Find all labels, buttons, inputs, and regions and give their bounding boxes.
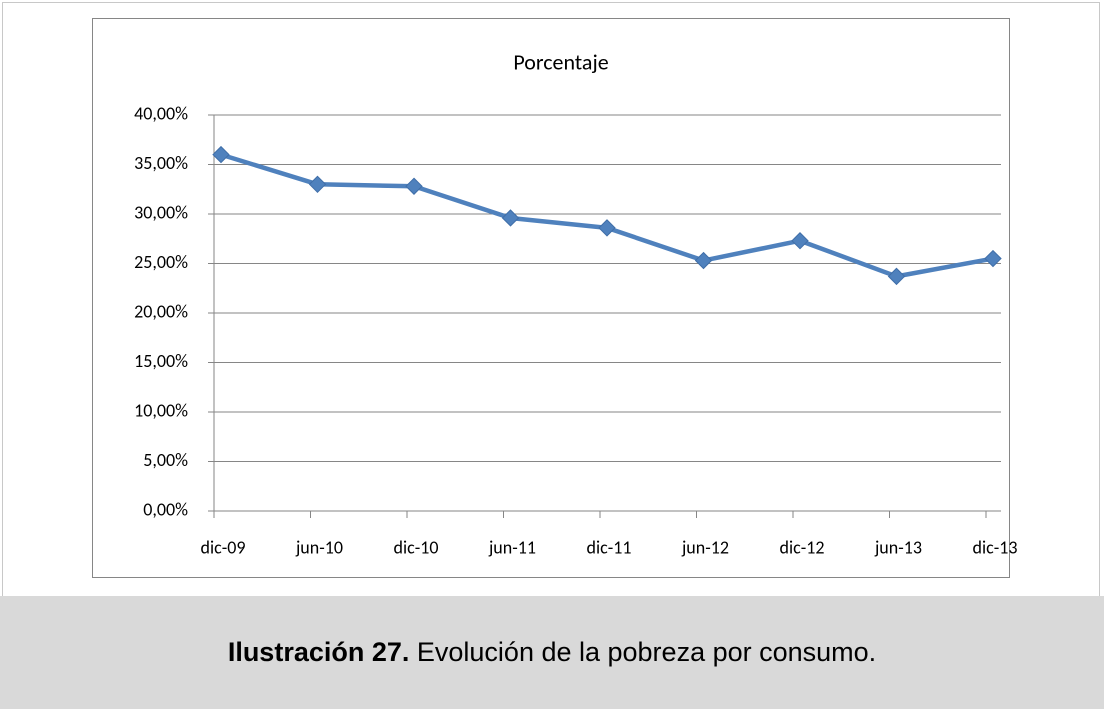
data-marker xyxy=(501,209,520,227)
y-tick-label: 10,00% xyxy=(134,399,188,421)
x-tick-label: jun-10 xyxy=(295,536,343,558)
x-tick-label: dic-11 xyxy=(587,536,632,558)
x-tick-label: jun-12 xyxy=(681,536,729,558)
y-tick-label: 5,00% xyxy=(143,449,188,471)
caption: Ilustración 27. Evolución de la pobreza … xyxy=(0,596,1104,709)
data-marker xyxy=(887,267,906,286)
x-tick-label: jun-13 xyxy=(874,536,922,558)
data-marker xyxy=(405,177,423,195)
y-tick-label: 30,00% xyxy=(134,201,188,223)
x-tick-label: dic-10 xyxy=(394,536,439,558)
y-tick-label: 0,00% xyxy=(143,498,188,520)
data-marker xyxy=(212,145,230,164)
x-tick-label: dic-13 xyxy=(973,536,1018,558)
chart-title: Porcentaje xyxy=(513,48,608,75)
caption-text: Evolución de la pobreza por consumo. xyxy=(409,637,877,667)
caption-label: Ilustración 27. xyxy=(227,637,410,667)
data-marker xyxy=(984,249,1002,268)
x-tick-label: dic-09 xyxy=(201,536,246,558)
y-tick-label: 40,00% xyxy=(134,102,188,124)
data-marker xyxy=(598,219,616,237)
y-tick-label: 25,00% xyxy=(134,251,188,273)
y-tick-label: 15,00% xyxy=(134,350,188,372)
data-marker xyxy=(308,175,327,194)
x-tick-label: jun-11 xyxy=(488,536,536,558)
chart: Porcentaje 0,00% 5,00% 10,00% 15,00% 20,00% 2… xyxy=(92,18,1018,578)
y-tick-label: 35,00% xyxy=(134,152,188,174)
data-marker xyxy=(791,232,809,250)
y-tick-label: 20,00% xyxy=(134,300,188,322)
chart-border xyxy=(92,18,1010,578)
x-tick-label: dic-12 xyxy=(780,536,825,558)
data-marker xyxy=(694,251,713,270)
